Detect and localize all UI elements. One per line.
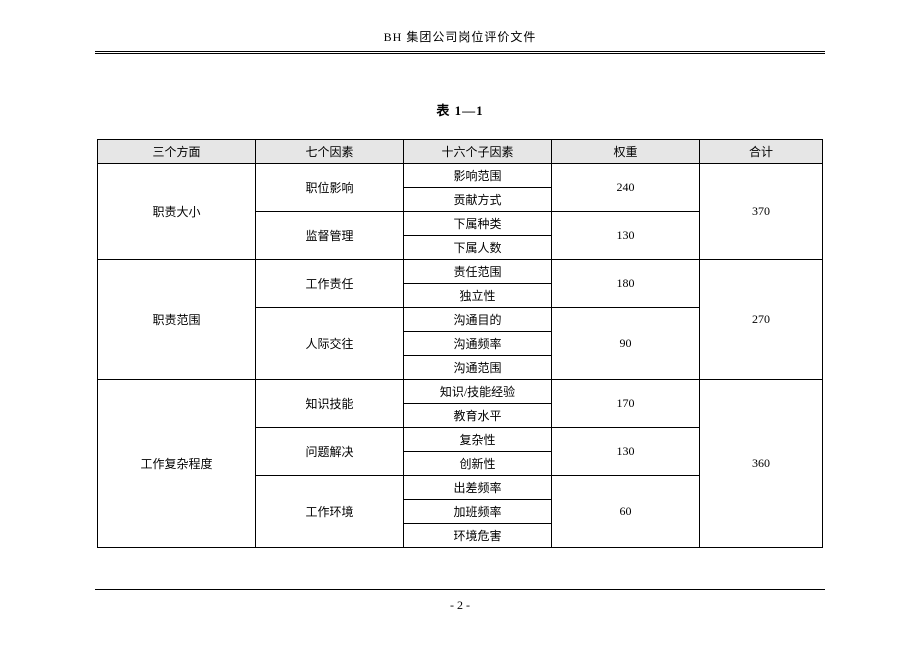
subfactor-cell: 教育水平	[404, 404, 552, 428]
weight-cell: 60	[552, 476, 700, 548]
aspect-cell: 工作复杂程度	[98, 380, 256, 548]
subfactor-cell: 沟通范围	[404, 356, 552, 380]
col-header: 十六个子因素	[404, 140, 552, 164]
subfactor-cell: 出差频率	[404, 476, 552, 500]
table-row: 职责范围工作责任责任范围180270	[98, 260, 823, 284]
col-header: 七个因素	[256, 140, 404, 164]
subfactor-cell: 责任范围	[404, 260, 552, 284]
evaluation-table: 三个方面 七个因素 十六个子因素 权重 合计 职责大小职位影响影响范围24037…	[97, 139, 823, 548]
aspect-cell: 职责范围	[98, 260, 256, 380]
header-rule	[95, 51, 825, 54]
table-body: 职责大小职位影响影响范围240370贡献方式监督管理下属种类130下属人数职责范…	[98, 164, 823, 548]
factor-cell: 职位影响	[256, 164, 404, 212]
subfactor-cell: 独立性	[404, 284, 552, 308]
weight-cell: 180	[552, 260, 700, 308]
subfactor-cell: 沟通频率	[404, 332, 552, 356]
subfactor-cell: 贡献方式	[404, 188, 552, 212]
footer-rule	[95, 589, 825, 590]
subfactor-cell: 知识/技能经验	[404, 380, 552, 404]
subfactor-cell: 沟通目的	[404, 308, 552, 332]
factor-cell: 知识技能	[256, 380, 404, 428]
table-caption: 表 1—1	[0, 100, 920, 119]
total-cell: 360	[700, 380, 823, 548]
weight-cell: 90	[552, 308, 700, 380]
subfactor-cell: 下属人数	[404, 236, 552, 260]
factor-cell: 工作环境	[256, 476, 404, 548]
factor-cell: 工作责任	[256, 260, 404, 308]
page-footer: - 2 -	[0, 589, 920, 613]
total-cell: 370	[700, 164, 823, 260]
col-header: 权重	[552, 140, 700, 164]
aspect-cell: 职责大小	[98, 164, 256, 260]
subfactor-cell: 复杂性	[404, 428, 552, 452]
weight-cell: 240	[552, 164, 700, 212]
doc-header: BH 集团公司岗位评价文件	[0, 0, 920, 51]
table-row: 工作复杂程度知识技能知识/技能经验170360	[98, 380, 823, 404]
factor-cell: 监督管理	[256, 212, 404, 260]
page-number: - 2 -	[0, 598, 920, 613]
total-cell: 270	[700, 260, 823, 380]
factor-cell: 问题解决	[256, 428, 404, 476]
table-header-row: 三个方面 七个因素 十六个子因素 权重 合计	[98, 140, 823, 164]
table-row: 职责大小职位影响影响范围240370	[98, 164, 823, 188]
factor-cell: 人际交往	[256, 308, 404, 380]
weight-cell: 170	[552, 380, 700, 428]
subfactor-cell: 下属种类	[404, 212, 552, 236]
weight-cell: 130	[552, 428, 700, 476]
subfactor-cell: 环境危害	[404, 524, 552, 548]
subfactor-cell: 加班频率	[404, 500, 552, 524]
subfactor-cell: 影响范围	[404, 164, 552, 188]
weight-cell: 130	[552, 212, 700, 260]
col-header: 三个方面	[98, 140, 256, 164]
subfactor-cell: 创新性	[404, 452, 552, 476]
col-header: 合计	[700, 140, 823, 164]
